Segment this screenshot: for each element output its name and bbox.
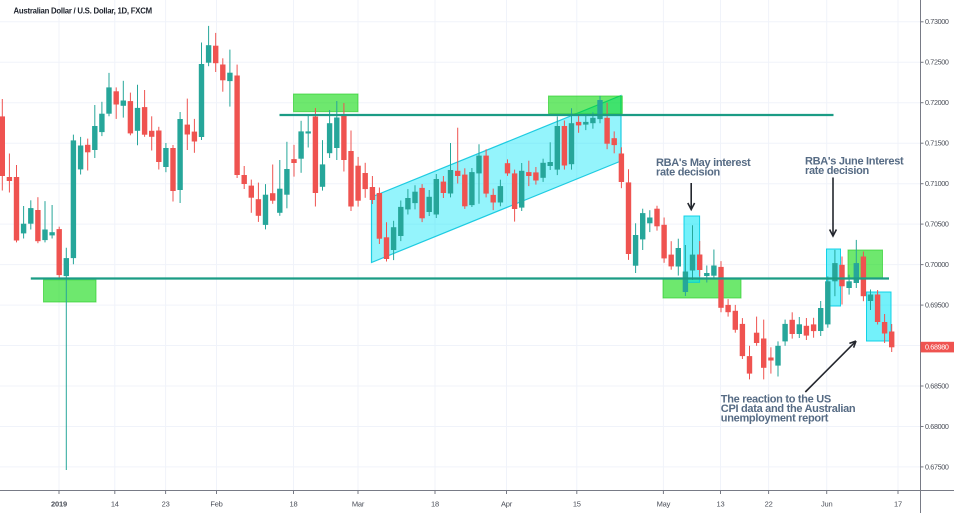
svg-text:0.73000: 0.73000 [925, 17, 949, 26]
svg-text:13: 13 [717, 500, 725, 509]
svg-text:Australian Dollar / U.S. Dolla: Australian Dollar / U.S. Dollar, 1D, FXC… [14, 6, 152, 15]
svg-text:0.72500: 0.72500 [925, 58, 949, 67]
svg-text:17: 17 [894, 500, 902, 509]
svg-text:0.72000: 0.72000 [925, 98, 949, 107]
svg-text:Apr: Apr [501, 500, 513, 509]
svg-text:Mar: Mar [352, 500, 365, 509]
svg-text:14: 14 [111, 500, 119, 509]
svg-text:0.70500: 0.70500 [925, 220, 949, 229]
svg-text:18: 18 [431, 500, 439, 509]
svg-text:May: May [657, 500, 671, 509]
svg-text:0.68500: 0.68500 [925, 381, 949, 390]
svg-text:0.69500: 0.69500 [925, 301, 949, 310]
svg-text:Jun: Jun [821, 500, 833, 509]
svg-text:0.67500: 0.67500 [925, 462, 949, 471]
svg-text:23: 23 [162, 500, 170, 509]
svg-text:0.70000: 0.70000 [925, 260, 949, 269]
svg-text:0.71000: 0.71000 [925, 179, 949, 188]
svg-text:0.68000: 0.68000 [925, 422, 949, 431]
svg-text:18: 18 [290, 500, 298, 509]
svg-text:22: 22 [765, 500, 773, 509]
svg-text:2019: 2019 [51, 500, 67, 509]
svg-text:0.71500: 0.71500 [925, 139, 949, 148]
svg-text:0.68980: 0.68980 [925, 343, 949, 352]
svg-text:15: 15 [573, 500, 581, 509]
svg-text:Feb: Feb [210, 500, 222, 509]
